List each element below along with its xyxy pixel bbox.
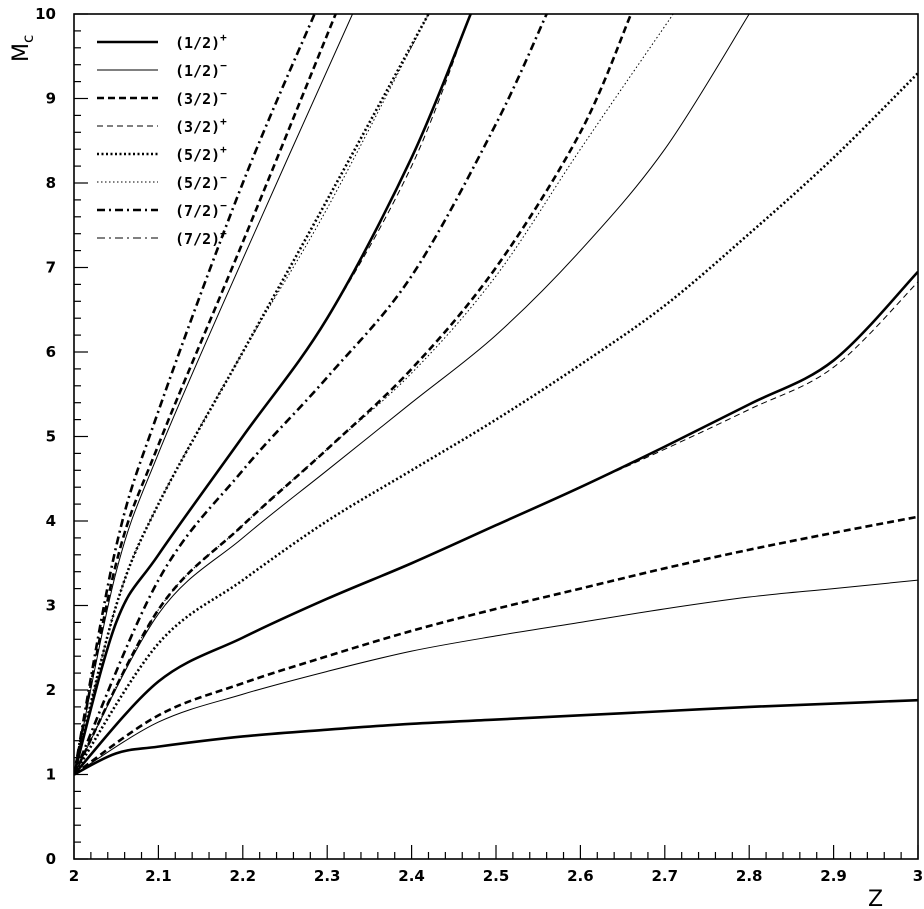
legend-label: (1/2)− bbox=[175, 59, 227, 80]
series-line-12 bbox=[74, 14, 472, 775]
legend: (1/2)+ (1/2)− (3/2)− (3/2)+ (5/2)+ (5/2)− (7/2… bbox=[97, 31, 227, 248]
series-line-6 bbox=[74, 72, 918, 776]
y-tick-label: 3 bbox=[46, 597, 56, 615]
series-line-13 bbox=[74, 14, 430, 775]
x-tick-label: 2 bbox=[69, 867, 79, 885]
y-axis-title-main: M bbox=[9, 43, 34, 62]
series-line-9 bbox=[74, 14, 674, 775]
x-tick-label: 2.5 bbox=[483, 867, 510, 885]
y-axis-title-sub: c bbox=[19, 35, 37, 43]
series-curves bbox=[74, 14, 918, 776]
y-tick-label: 0 bbox=[46, 850, 56, 868]
series-line-15 bbox=[74, 14, 337, 775]
x-tick-label: 2.3 bbox=[314, 867, 341, 885]
x-tick-label: 2.7 bbox=[652, 867, 679, 885]
series-line-2 bbox=[74, 579, 918, 775]
x-tick-label: 2.9 bbox=[820, 867, 847, 885]
x-tick-label: 2.8 bbox=[736, 867, 763, 885]
y-axis-title: Mc bbox=[9, 35, 37, 62]
y-tick-label: 5 bbox=[46, 428, 56, 446]
legend-label: (3/2)+ bbox=[175, 115, 227, 136]
series-line-4 bbox=[74, 270, 918, 776]
series-line-7 bbox=[74, 14, 750, 775]
x-tick-label: 2.4 bbox=[398, 867, 425, 885]
y-tick-label: 9 bbox=[46, 90, 56, 108]
x-tick-label: 2.6 bbox=[567, 867, 594, 885]
legend-label: (3/2)− bbox=[175, 87, 227, 108]
legend-label: (7/2)− bbox=[175, 199, 227, 220]
series-line-17 bbox=[74, 14, 316, 775]
series-line-14 bbox=[74, 14, 429, 775]
series-line-8 bbox=[74, 14, 633, 776]
x-tick-label: 3 bbox=[913, 867, 923, 885]
axes: 2 2.1 2.2 2.3 2.4 2.5 2.6 2.7 2.8 2.9 3 0 1 2 3 4 5 6 7 8 9 1… bbox=[35, 5, 923, 885]
y-tick-label: 7 bbox=[46, 259, 56, 277]
y-tick-label: 1 bbox=[46, 766, 56, 784]
y-tick-label: 10 bbox=[35, 5, 56, 23]
series-line-3 bbox=[74, 515, 918, 776]
x-tick-label: 2.2 bbox=[230, 867, 257, 885]
series-line-16 bbox=[74, 14, 353, 775]
y-tick-label: 4 bbox=[46, 512, 56, 530]
y-tick-label: 8 bbox=[46, 174, 56, 192]
legend-label: (1/2)+ bbox=[175, 31, 227, 52]
svg-text:Mc: Mc bbox=[9, 35, 37, 62]
plot-frame bbox=[73, 13, 919, 860]
y-tick-label: 6 bbox=[46, 343, 56, 361]
legend-label: (7/2)+ bbox=[175, 227, 227, 248]
x-tick-label: 2.1 bbox=[145, 867, 172, 885]
legend-label: (5/2)+ bbox=[175, 143, 227, 164]
y-tick-label: 2 bbox=[46, 681, 56, 699]
x-axis-title: Z bbox=[868, 887, 883, 909]
legend-label: (5/2)− bbox=[175, 171, 227, 192]
series-line-11 bbox=[74, 14, 472, 775]
series-line-1 bbox=[74, 698, 918, 776]
